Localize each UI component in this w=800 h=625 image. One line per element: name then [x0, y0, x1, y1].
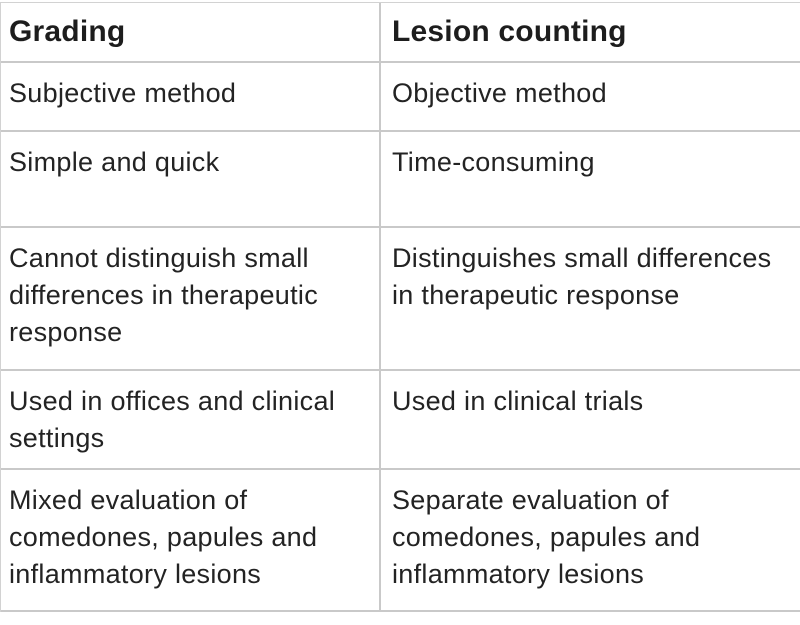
cell-lesion-counting: Time-consuming: [381, 132, 800, 228]
cell-grading: Used in offices and clinical settings: [1, 371, 381, 470]
cell-lesion-counting: Used in clinical trials: [381, 371, 800, 470]
cell-lesion-counting: Objective method: [381, 63, 800, 132]
cell-grading: Simple and quick: [1, 132, 381, 228]
cell-lesion-counting: Separate evaluation of comedones, papule…: [381, 470, 800, 612]
cell-grading: Subjective method: [1, 63, 381, 132]
table-header-row: Grading Lesion counting: [1, 3, 800, 63]
table-row: Simple and quick Time-consuming: [1, 132, 800, 228]
comparison-table: Grading Lesion counting Subjective metho…: [0, 2, 800, 612]
table-row: Cannot distinguish small differences in …: [1, 228, 800, 371]
table-row: Used in offices and clinical settings Us…: [1, 371, 800, 470]
table-row: Subjective method Objective method: [1, 63, 800, 132]
cell-grading: Cannot distinguish small differences in …: [1, 228, 381, 371]
cell-lesion-counting: Distinguishes small differences in thera…: [381, 228, 800, 371]
table-row: Mixed evaluation of comedones, papules a…: [1, 470, 800, 612]
column-header-lesion-counting: Lesion counting: [381, 3, 800, 63]
column-header-grading: Grading: [1, 3, 381, 63]
cell-grading: Mixed evaluation of comedones, papules a…: [1, 470, 381, 612]
